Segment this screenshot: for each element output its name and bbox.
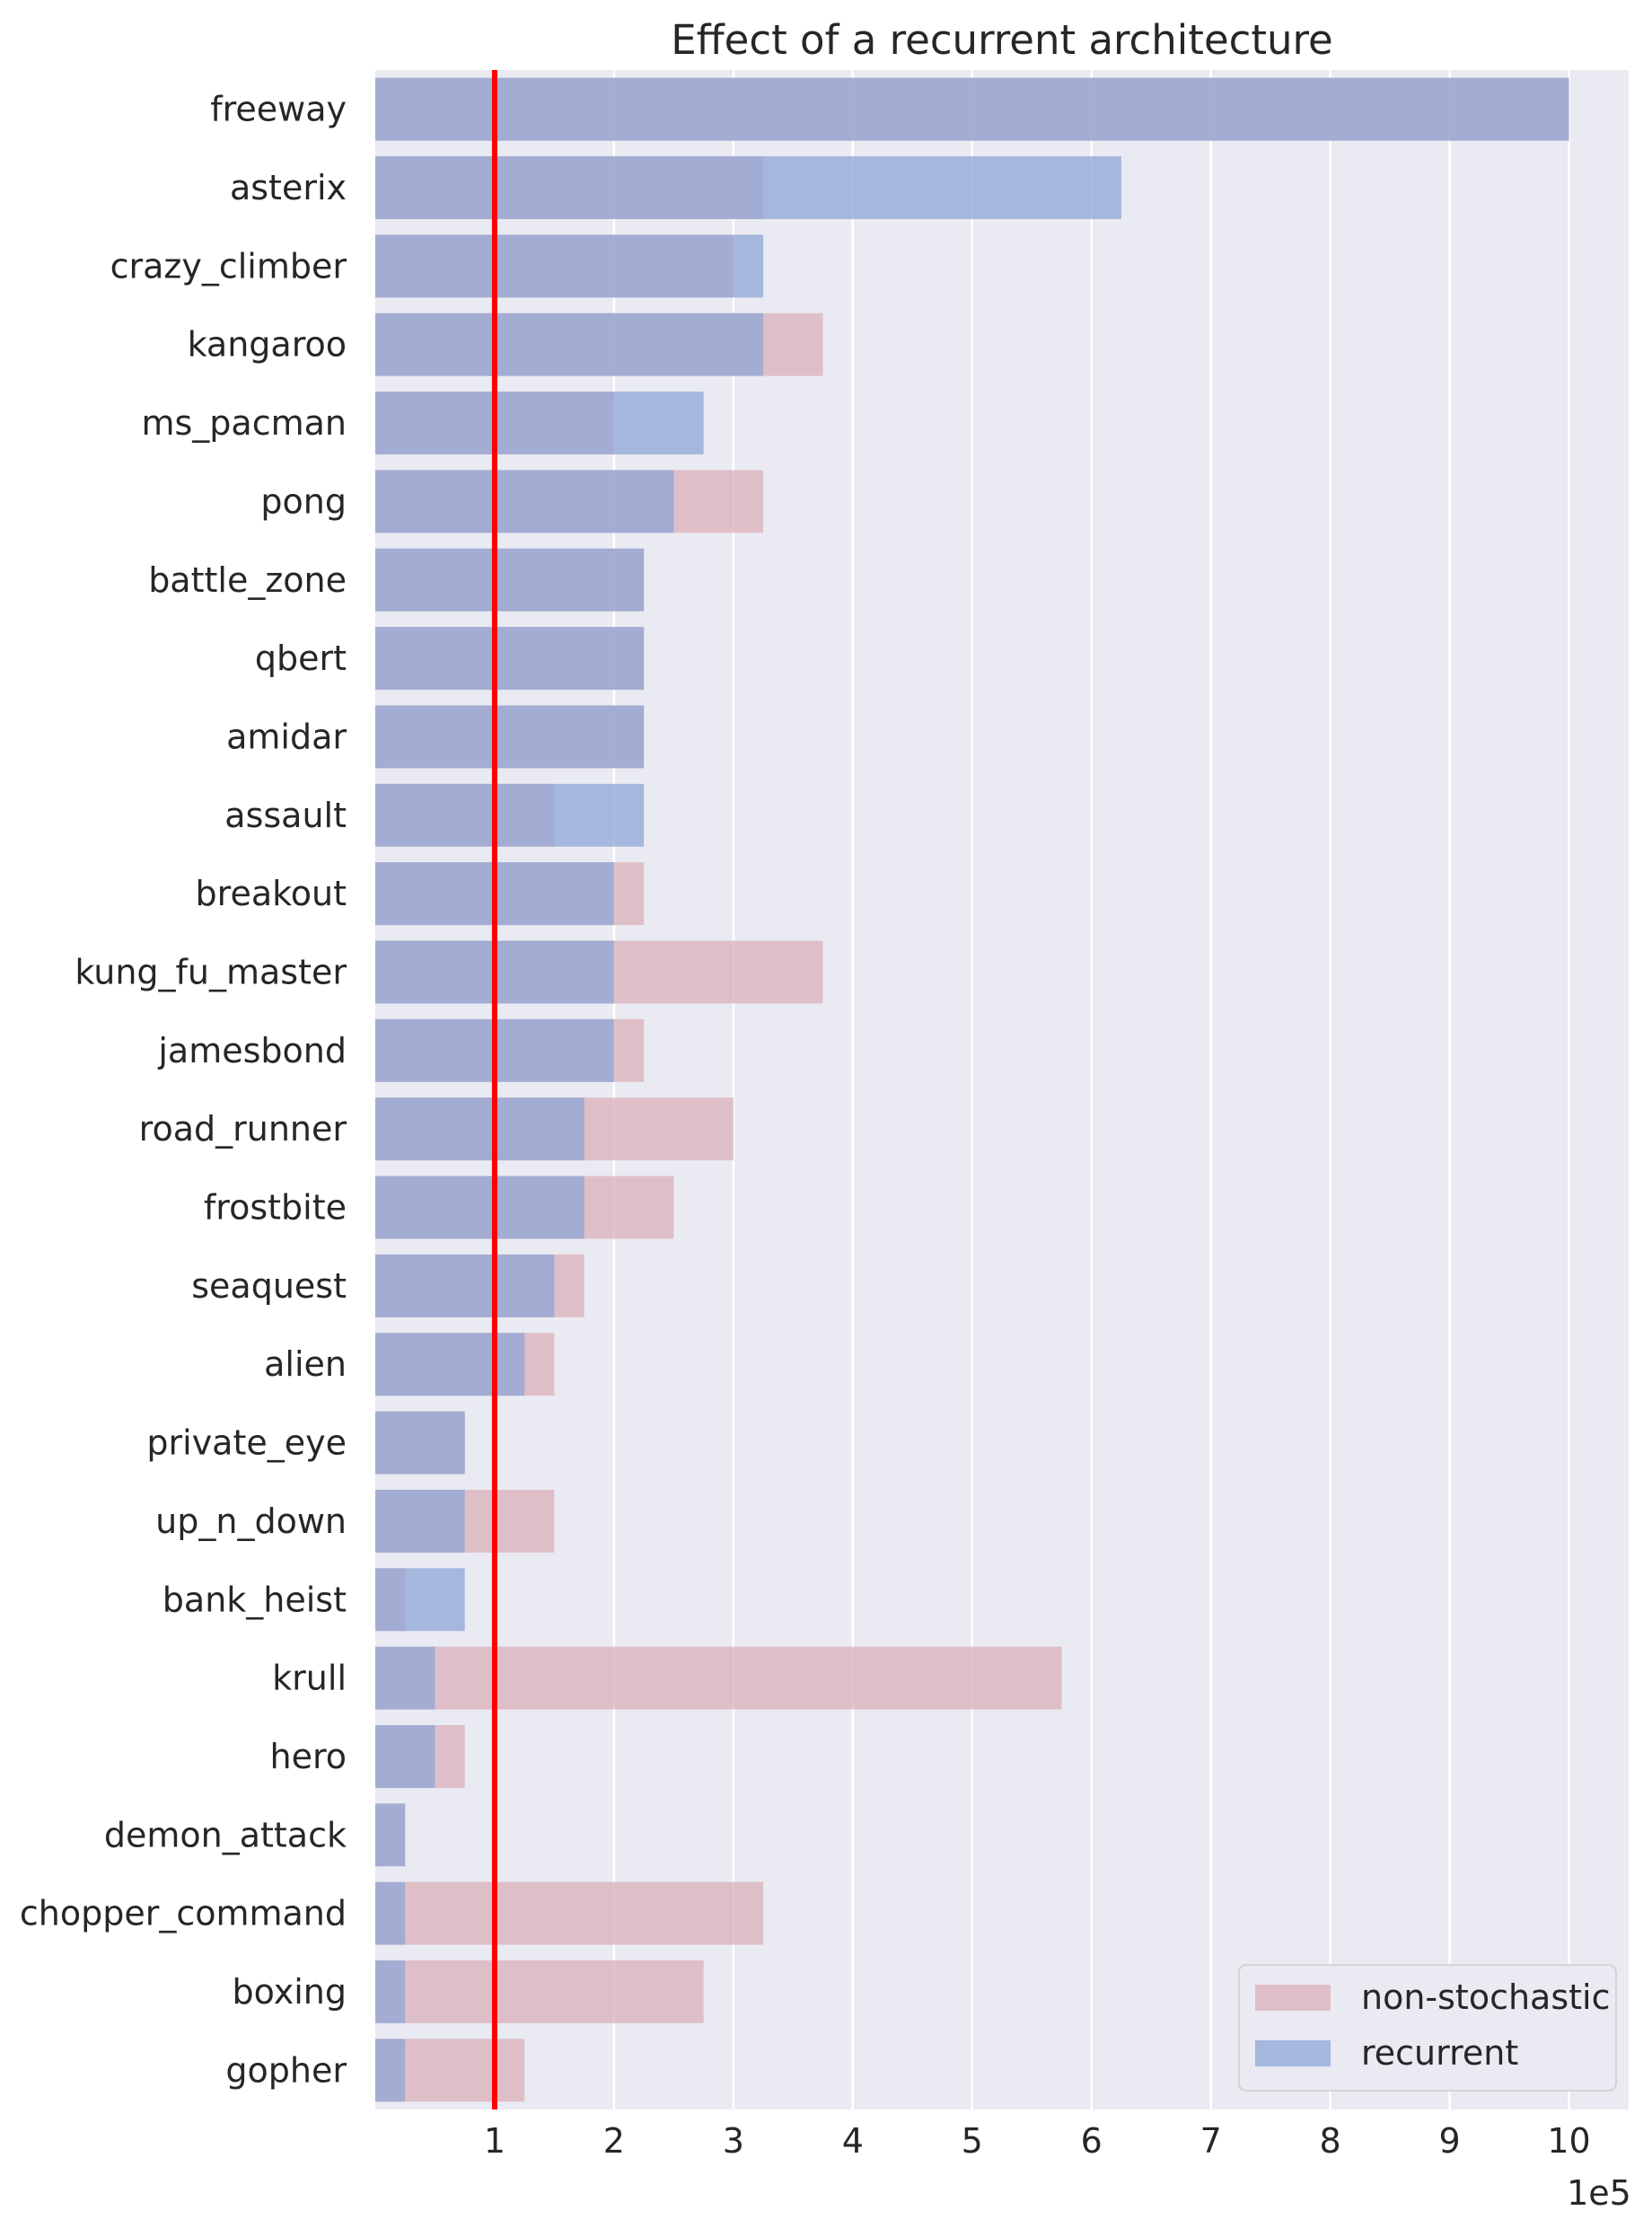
legend-swatch-recurrent [1255,2040,1331,2066]
y-tick-label: up_n_down [155,1502,347,1541]
legend-swatch-non-stochastic [1255,1985,1331,2011]
bar-recurrent-qbert [375,627,645,691]
bar-recurrent-assault [375,783,645,847]
bar-non-stochastic-krull [375,1646,1062,1710]
x-tick-label: 5 [962,2121,983,2161]
bar-recurrent-pong [375,470,674,533]
x-tick-label: 1 [484,2121,505,2161]
bar-recurrent-freeway [375,77,1569,141]
y-tick-labels: freeway asterix crazy_climber kangaroo ms_pa… [20,90,347,2091]
y-tick-label: breakout [196,874,347,913]
grid-lines [493,70,1570,2109]
bar-recurrent-boxing [375,1960,406,2023]
x-tick-label: 6 [1081,2121,1103,2161]
bar-recurrent-krull [375,1646,435,1710]
x-scale-label: 1e5 [1567,2173,1631,2213]
y-tick-label: crazy_climber [110,246,347,286]
y-tick-label: jamesbond [157,1031,347,1070]
bar-recurrent-frostbite [375,1176,584,1239]
y-tick-label: chopper_command [20,1894,347,1933]
y-tick-label: road_runner [139,1109,347,1149]
x-tick-labels: 1 2 3 4 5 6 7 8 9 10 [484,2121,1591,2161]
y-tick-label: gopher [225,2050,347,2090]
x-tick-label: 4 [842,2121,864,2161]
y-tick-label: qbert [255,639,347,678]
y-tick-label: private_eye [146,1423,347,1463]
bar-recurrent-ms_pacman [375,392,704,454]
y-tick-label: battle_zone [148,560,347,600]
x-tick-label: 2 [603,2121,625,2161]
legend: non-stochastic recurrent [1238,1964,1617,2092]
y-tick-label: krull [272,1659,347,1698]
bar-recurrent-seaquest [375,1254,555,1317]
y-tick-label: kangaroo [188,325,347,365]
bars [375,77,1569,2102]
bar-recurrent-alien [375,1333,525,1396]
x-tick-label: 8 [1320,2121,1341,2161]
bar-non-stochastic-chopper_command [375,1881,764,1945]
y-tick-label: alien [264,1344,347,1384]
bar-non-stochastic-boxing [375,1960,704,2023]
x-tick-label: 3 [723,2121,744,2161]
bar-recurrent-battle_zone [375,548,645,612]
bar-recurrent-gopher [375,2039,406,2102]
bar-recurrent-amidar [375,705,645,769]
y-tick-label: assault [224,796,347,835]
bar-recurrent-kangaroo [375,313,764,376]
bar-recurrent-demon_attack [375,1803,406,1867]
y-tick-label: ms_pacman [141,403,347,443]
y-tick-label: freeway [210,90,347,129]
x-tick-label: 9 [1438,2121,1460,2161]
y-tick-label: amidar [226,717,347,756]
chart-title: Effect of a recurrent architecture [671,16,1333,64]
y-tick-label: seaquest [191,1266,347,1306]
y-tick-label: bank_heist [163,1580,347,1619]
y-tick-label: boxing [233,1972,347,2012]
bar-recurrent-asterix [375,156,1121,219]
y-tick-label: pong [260,481,347,521]
bar-recurrent-bank_heist [375,1568,465,1632]
bar-recurrent-private_eye [375,1411,465,1475]
y-tick-label: asterix [230,168,347,207]
y-tick-label: kung_fu_master [75,952,347,991]
legend-label: recurrent [1361,2033,1518,2073]
legend-box [1238,1964,1617,2092]
bar-recurrent-chopper_command [375,1881,406,1945]
legend-label: non-stochastic [1361,1977,1611,2017]
bar-recurrent-crazy_climber [375,234,764,298]
x-tick-label: 7 [1200,2121,1222,2161]
y-tick-label: demon_attack [104,1815,347,1854]
y-tick-label: frostbite [204,1188,347,1228]
x-tick-label: 10 [1547,2121,1590,2161]
bar-recurrent-road_runner [375,1097,584,1161]
bar-recurrent-up_n_down [375,1489,465,1553]
y-tick-label: hero [270,1737,347,1776]
bar-recurrent-hero [375,1725,435,1788]
